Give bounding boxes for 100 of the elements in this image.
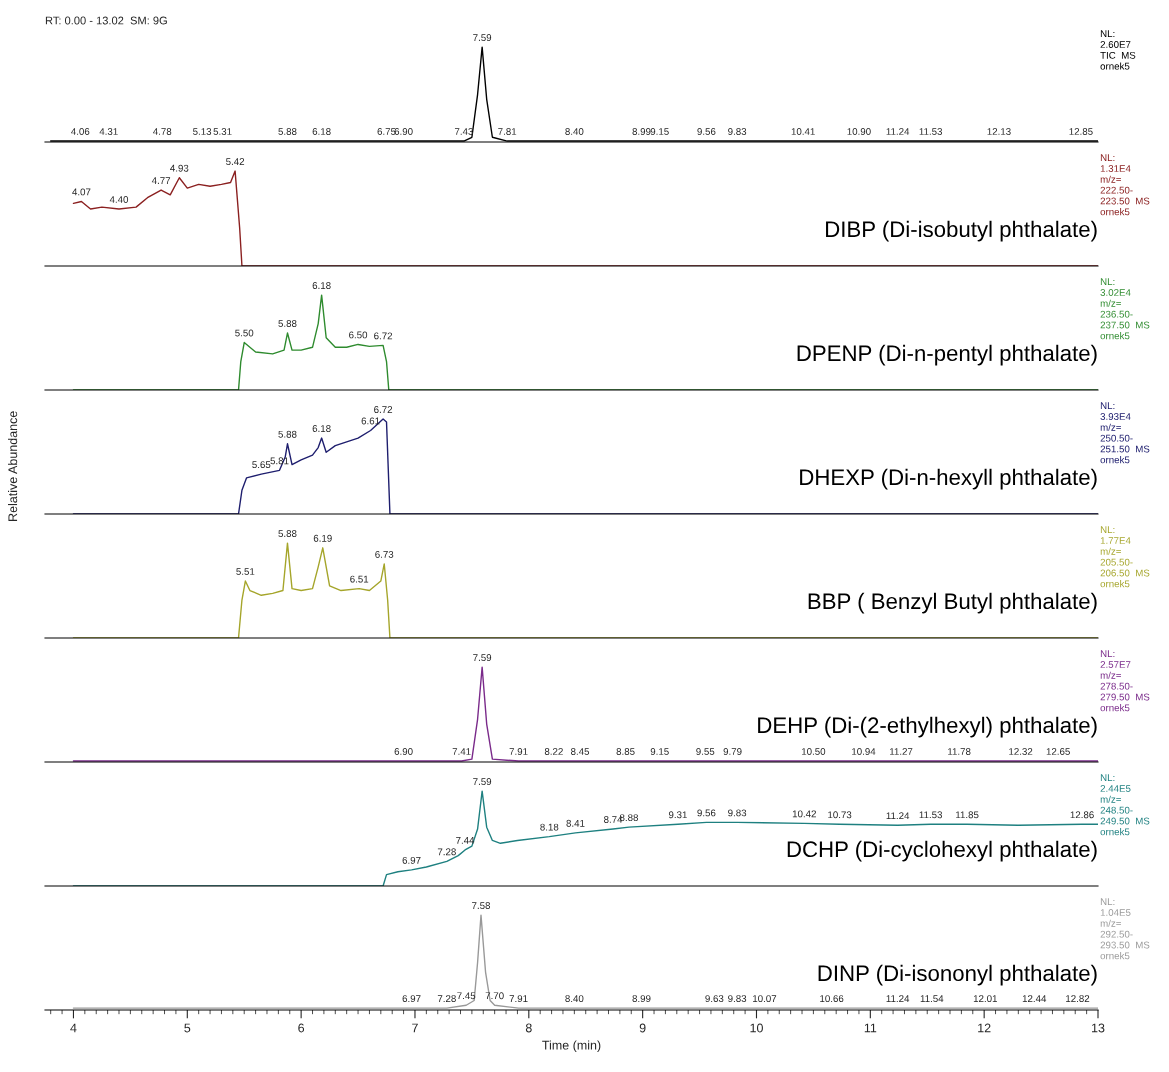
annotation: 12.01 (973, 995, 997, 1003)
annotation: 6.72 (374, 406, 393, 413)
annotation: 5.88 (278, 430, 297, 438)
annotation: 10.50 (801, 748, 826, 755)
annotation: 7.58 (472, 902, 491, 909)
annotation: 6.51 (350, 575, 369, 583)
text: NL: 1.31E4 m/z= 222.50- 223.50 MS ornek5 (1100, 154, 1150, 216)
annotation: 6.61 (361, 417, 380, 425)
annotation: 8.99 (632, 128, 651, 135)
annotation: 9.63 (705, 995, 724, 1003)
annotation: 8.22 (544, 748, 563, 755)
x-tick-label: 8 (525, 1023, 532, 1033)
annotation: 5.51 (236, 568, 255, 575)
annotation: 7.41 (452, 748, 471, 755)
annotation: 4.31 (99, 128, 118, 135)
annotation: 10.42 (792, 810, 816, 818)
x-axis-title: Time (min) (542, 1040, 601, 1053)
y-axis-title: Relative Abundance (8, 411, 18, 521)
annotation: 5.88 (278, 128, 297, 135)
text: BBP ( Benzyl Butyl phthalate) (808, 592, 1097, 614)
annotation: 5.88 (278, 320, 297, 327)
x-tick-label: 7 (412, 1023, 418, 1033)
annotation: 5.50 (235, 329, 254, 337)
annotation: 5.31 (213, 128, 232, 135)
x-tick-label: 4 (70, 1023, 77, 1033)
annotation: 9.83 (728, 995, 747, 1003)
x-tick-label: 13 (1092, 1023, 1105, 1033)
annotation: 5.88 (278, 530, 297, 537)
annotation: 11.53 (919, 811, 943, 819)
annotation: 12.32 (1009, 748, 1033, 755)
annotation: 11.53 (919, 128, 943, 135)
x-tick-label: 11 (864, 1023, 877, 1033)
annotation: 7.59 (473, 654, 492, 661)
annotation: 8.40 (565, 128, 584, 135)
annotation: 7.28 (437, 848, 456, 856)
annotation: 6.97 (402, 856, 421, 864)
annotation: 8.45 (571, 748, 590, 755)
annotation: 10.94 (852, 748, 876, 755)
annotation: 9.55 (696, 748, 715, 755)
annotation: 11.27 (890, 748, 913, 755)
annotation: 4.93 (170, 164, 189, 172)
annotation: 9.15 (650, 748, 669, 755)
text: NL: 3.93E4 m/z= 250.50- 251.50 MS ornek5 (1100, 402, 1150, 464)
annotation: 8.41 (566, 819, 585, 827)
annotation: 5.42 (226, 158, 245, 165)
annotation: 12.44 (1022, 995, 1047, 1002)
annotation: 12.82 (1066, 995, 1090, 1003)
annotation: 11.24 (886, 128, 910, 135)
annotation: 12.85 (1069, 128, 1093, 135)
text: DEHP (Di-(2-ethylhexyl) phthalate) (758, 716, 1097, 738)
text: DHEXP (Di-n-hexyll phthalate) (800, 468, 1097, 490)
x-tick-label: 10 (750, 1023, 763, 1033)
annotation: 7.59 (473, 778, 492, 785)
annotation: 9.15 (650, 128, 669, 135)
annotation: 7.59 (473, 34, 492, 41)
annotation: 12.65 (1046, 748, 1070, 755)
annotation: 6.19 (313, 534, 332, 542)
x-tick-label: 9 (639, 1023, 646, 1033)
annotation: 12.86 (1070, 811, 1094, 819)
annotation: 6.18 (312, 282, 331, 289)
annotation: 6.90 (394, 748, 413, 755)
text: DINP (Di-isononyl phthalate) (818, 964, 1097, 986)
text: DPENP (Di-n-pentyl phthalate) (797, 344, 1097, 366)
annotation: 6.18 (312, 128, 331, 135)
annotation: 7.91 (509, 748, 528, 755)
annotation: 9.56 (697, 128, 716, 135)
text: DCHP (Di-cyclohexyl phthalate) (787, 840, 1097, 862)
annotation: 6.18 (312, 425, 331, 432)
annotation: 7.70 (485, 992, 504, 1000)
annotation: 8.18 (540, 823, 559, 831)
annotation: 4.40 (109, 196, 129, 203)
annotation: 6.97 (402, 995, 421, 1003)
annotation: 8.99 (632, 995, 651, 1003)
annotation: 9.79 (723, 748, 742, 755)
x-tick-label: 6 (298, 1023, 305, 1033)
annotation: 11.24 (886, 995, 910, 1002)
chart-subtitle: RT: 0.00 - 13.02 SM: 9G (45, 16, 167, 25)
annotation: 5.13 (193, 128, 212, 135)
annotation: 4.77 (151, 177, 171, 184)
annotation: 11.24 (886, 812, 910, 820)
annotation: 12.13 (987, 128, 1011, 135)
text: NL: 2.60E7 TIC MS ornek5 (1100, 30, 1136, 70)
annotation: 9.83 (728, 809, 747, 817)
annotation: 11.85 (956, 811, 979, 819)
text: NL: 1.77E4 m/z= 205.50- 206.50 MS ornek5 (1100, 526, 1150, 588)
annotation: 4.78 (153, 128, 172, 135)
annotation: 9.31 (668, 811, 687, 819)
annotation: 8.74 (604, 816, 623, 823)
annotation: 11.78 (948, 748, 971, 755)
annotation: 10.73 (828, 811, 852, 819)
annotation: 8.40 (565, 995, 584, 1003)
annotation: 6.50 (349, 331, 368, 339)
text: NL: 2.44E5 m/z= 248.50- 249.50 MS ornek5 (1100, 774, 1150, 836)
text: NL: 2.57E7 m/z= 278.50- 279.50 MS ornek5 (1100, 650, 1150, 712)
annotation: 10.41 (791, 128, 815, 135)
text: NL: 3.02E4 m/z= 236.50- 237.50 MS ornek5 (1100, 278, 1150, 340)
annotation: 7.91 (509, 995, 528, 1003)
annotation: 4.06 (71, 128, 90, 135)
annotation: 5.65 (252, 461, 271, 469)
x-tick-label: 5 (184, 1023, 191, 1033)
